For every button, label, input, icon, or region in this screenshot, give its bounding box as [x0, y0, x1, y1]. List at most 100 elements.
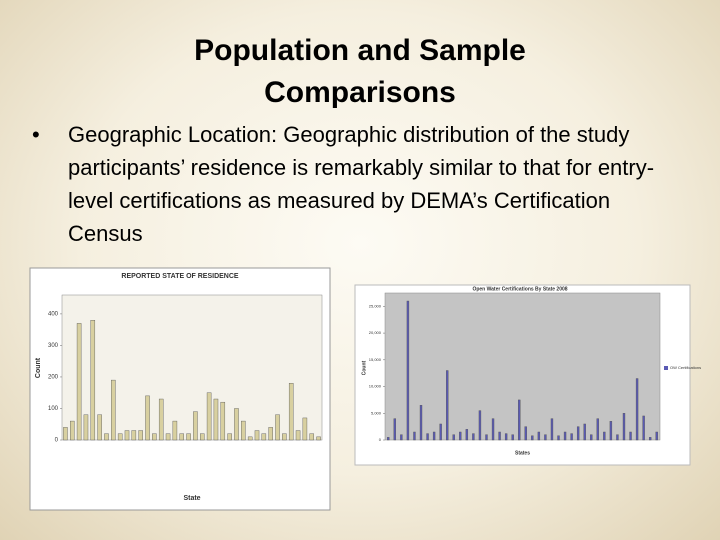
bar — [206, 392, 212, 441]
bar — [406, 300, 410, 441]
bar — [138, 430, 143, 441]
bar — [165, 433, 171, 441]
bar — [550, 418, 554, 441]
bar — [282, 433, 287, 441]
bar — [426, 433, 429, 441]
bar — [452, 434, 455, 441]
bar — [254, 430, 260, 441]
y-tick-label: 10,000 — [369, 384, 382, 389]
bar — [518, 399, 521, 441]
bar — [609, 421, 613, 441]
slide-title: Population and Sample Comparisons — [194, 34, 526, 109]
bar — [583, 423, 586, 441]
y-tick-label: 25,000 — [369, 303, 382, 308]
bar — [504, 433, 508, 441]
bar — [603, 431, 606, 441]
bar — [241, 420, 246, 441]
bar — [179, 433, 184, 441]
bar — [563, 431, 567, 441]
y-tick-label: 5,000 — [371, 410, 382, 415]
bar — [393, 418, 397, 441]
bar — [478, 410, 482, 441]
y-tick-label: 200 — [48, 375, 59, 381]
bar — [387, 437, 390, 441]
bar — [124, 430, 130, 441]
bar — [498, 431, 501, 441]
bar — [302, 417, 308, 441]
bar — [570, 433, 573, 441]
bar — [200, 433, 205, 441]
y-tick-label: 20,000 — [369, 330, 382, 335]
bar — [629, 431, 632, 441]
bar — [413, 431, 416, 441]
bar — [186, 433, 191, 441]
bar — [70, 420, 75, 441]
x-axis-label: State — [183, 495, 200, 502]
bar — [557, 435, 560, 441]
bar — [316, 436, 321, 441]
bar — [117, 433, 123, 441]
bar — [227, 433, 232, 441]
bar — [104, 433, 109, 441]
plot-area — [384, 292, 661, 441]
bar — [446, 370, 449, 441]
bar — [596, 418, 599, 441]
bar — [213, 398, 219, 441]
y-tick-label: 300 — [48, 343, 59, 349]
bar — [172, 420, 178, 441]
bar — [419, 405, 423, 441]
bar — [622, 413, 626, 441]
bar — [531, 435, 534, 441]
bar — [576, 426, 580, 441]
bar — [524, 426, 527, 441]
bar — [111, 379, 116, 441]
bar — [635, 378, 639, 441]
y-tick-label: 400 — [48, 311, 59, 317]
bar — [247, 436, 253, 441]
bar — [472, 433, 475, 441]
bar — [288, 383, 294, 441]
y-tick-label: 15,000 — [369, 357, 382, 362]
bar — [655, 431, 658, 441]
bar — [131, 430, 137, 441]
bar — [432, 431, 436, 441]
chart-title: Open Water Certifications By State 2008 — [472, 286, 567, 292]
y-axis-label: Count — [361, 360, 367, 375]
bar — [268, 427, 273, 441]
bar — [275, 414, 280, 441]
bar — [261, 433, 267, 441]
y-axis-label: Count — [35, 357, 42, 378]
bar — [76, 323, 82, 441]
bar — [309, 433, 314, 441]
legend-label: OW Certifications — [670, 365, 701, 370]
bar — [83, 414, 89, 441]
bar — [459, 431, 462, 441]
y-tick-label: 100 — [48, 406, 59, 412]
bar — [491, 418, 495, 441]
bar — [648, 437, 652, 441]
y-tick-label: 0 — [379, 437, 382, 442]
bar — [145, 395, 150, 441]
y-tick-label: 0 — [55, 438, 59, 444]
x-axis-label: States — [515, 450, 530, 456]
bar — [544, 434, 547, 441]
bar — [90, 320, 96, 441]
bar — [590, 434, 593, 441]
bar — [152, 433, 157, 441]
bar — [537, 431, 541, 441]
bar — [465, 429, 469, 441]
bar — [97, 414, 102, 441]
bar — [642, 415, 645, 441]
bullet-text: Geographic Location: Geographic distribu… — [32, 118, 678, 250]
bar — [220, 401, 226, 441]
chart-title: REPORTED STATE OF RESIDENCE — [121, 273, 239, 280]
bar — [616, 434, 619, 441]
legend-swatch — [664, 366, 668, 370]
bar — [234, 408, 239, 441]
bar — [295, 430, 301, 441]
bar — [485, 434, 488, 441]
bar — [158, 398, 164, 441]
bar — [511, 434, 514, 441]
